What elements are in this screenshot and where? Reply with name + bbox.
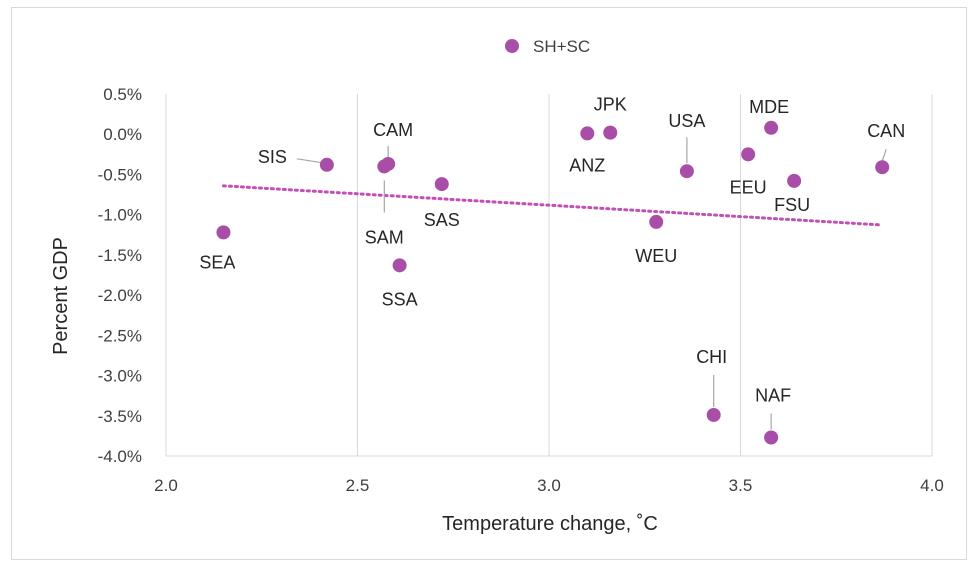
y-tick-label: -1.5% xyxy=(98,246,142,265)
point-label: SAS xyxy=(424,210,460,230)
x-tick-label: 3.0 xyxy=(537,476,561,495)
point-label: JPK xyxy=(594,95,627,115)
data-point xyxy=(216,225,231,240)
data-point xyxy=(603,125,618,140)
legend-label: SH+SC xyxy=(533,37,590,56)
legend: SH+SC xyxy=(505,37,590,56)
data-point xyxy=(649,214,664,229)
point-label: USA xyxy=(668,111,705,131)
y-tick-label: -3.5% xyxy=(98,407,142,426)
trendline-layer xyxy=(221,184,884,227)
x-tick-label: 3.5 xyxy=(729,476,753,495)
data-point xyxy=(392,258,407,273)
legend-marker xyxy=(505,39,519,53)
y-tick-label: -1.0% xyxy=(98,206,142,225)
point-label: CHI xyxy=(696,347,727,367)
point-label: SIS xyxy=(258,147,287,167)
point-label: WEU xyxy=(635,246,677,266)
data-point xyxy=(706,407,721,422)
data-point xyxy=(580,126,595,141)
data-point xyxy=(875,160,890,175)
point-labels: SEA SIS SAM CAM SSA SAS ANZ JPK WEU USA CHI EEU NAF M… xyxy=(199,95,905,406)
data-point xyxy=(679,164,694,179)
x-tick-label: 2.0 xyxy=(154,476,178,495)
y-tick-label: -2.5% xyxy=(98,326,142,345)
point-label: SEA xyxy=(199,252,235,272)
y-tick-label: -4.0% xyxy=(98,447,142,466)
point-label: CAM xyxy=(373,120,413,140)
data-point xyxy=(764,120,779,135)
point-label: NAF xyxy=(755,385,791,405)
y-axis-title: Percent GDP xyxy=(50,237,72,355)
data-point xyxy=(787,173,802,188)
y-tick-label: -2.0% xyxy=(98,286,142,305)
axes: 0.5% 0.0% -0.5% -1.0% -1.5% -2.0% -2.5% -3.0% -3… xyxy=(98,85,944,495)
x-tick-label: 4.0 xyxy=(920,476,944,495)
point-label: FSU xyxy=(774,195,810,215)
point-label: SAM xyxy=(365,227,404,247)
data-point xyxy=(434,177,449,192)
chart-frame xyxy=(11,7,967,560)
point-label: CAN xyxy=(867,121,905,141)
trendline xyxy=(221,184,884,227)
x-axis-title: Temperature change, ˚C xyxy=(442,513,658,535)
point-label: MDE xyxy=(749,97,789,117)
y-tick-label: -3.0% xyxy=(98,367,142,386)
data-points xyxy=(216,120,890,445)
data-point xyxy=(741,147,756,162)
y-tick-label: 0.0% xyxy=(103,125,142,144)
leader-line xyxy=(296,158,323,164)
leader-line xyxy=(881,149,887,162)
point-label: SSA xyxy=(382,289,418,309)
gridlines xyxy=(357,94,933,456)
data-point xyxy=(764,430,779,445)
data-point xyxy=(319,157,334,172)
y-tick-label: -0.5% xyxy=(98,165,142,184)
y-tick-label: 0.5% xyxy=(103,85,142,104)
point-label: ANZ xyxy=(569,155,605,175)
point-label: EEU xyxy=(730,177,767,197)
x-tick-label: 2.5 xyxy=(346,476,370,495)
data-point xyxy=(381,156,396,171)
